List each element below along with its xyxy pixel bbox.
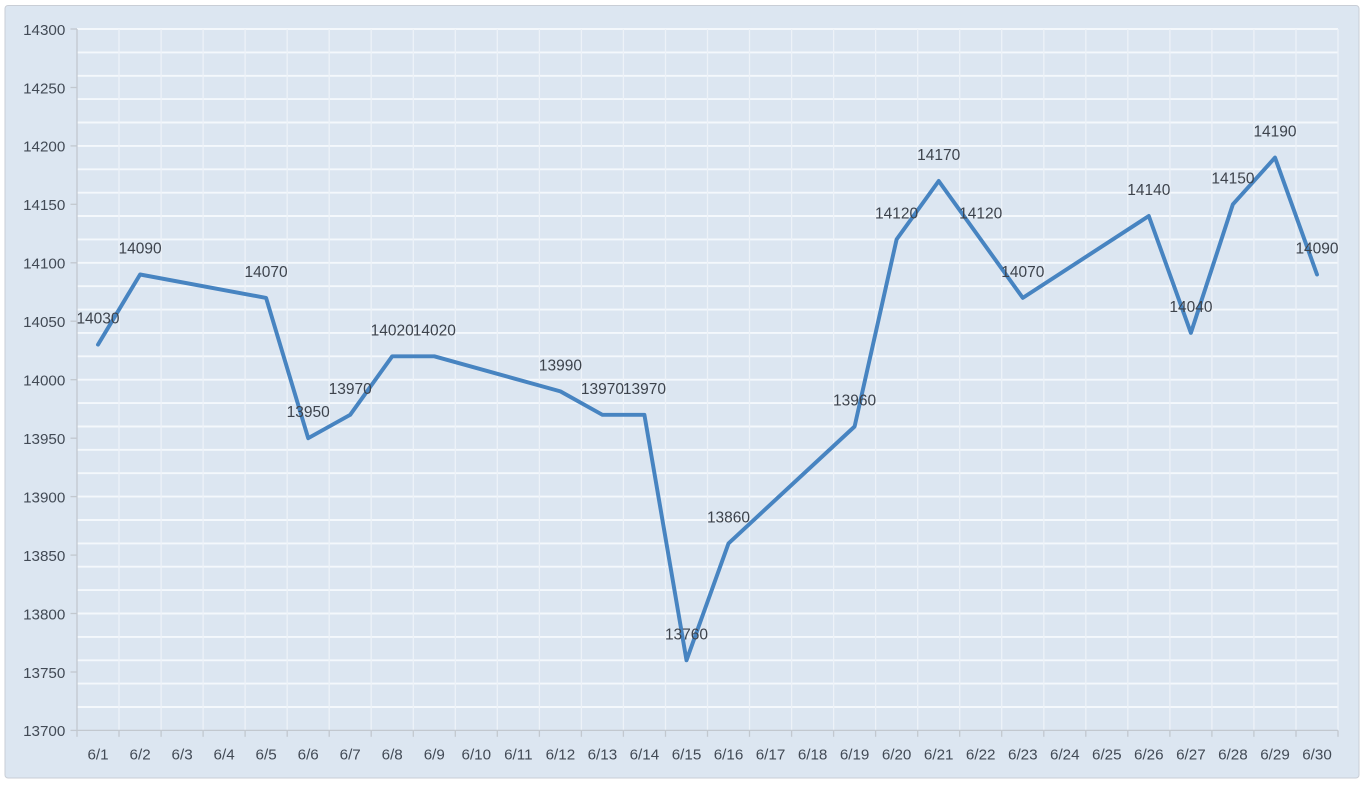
svg-text:14100: 14100 [23, 256, 65, 273]
svg-text:6/20: 6/20 [882, 747, 912, 764]
svg-text:6/29: 6/29 [1260, 747, 1290, 764]
svg-text:6/10: 6/10 [462, 747, 492, 764]
svg-text:13750: 13750 [23, 665, 65, 682]
svg-text:14120: 14120 [959, 205, 1002, 222]
svg-text:13970: 13970 [329, 381, 372, 398]
svg-text:6/3: 6/3 [172, 747, 193, 764]
svg-text:13700: 13700 [23, 723, 65, 740]
svg-text:14300: 14300 [23, 22, 65, 39]
svg-text:13950: 13950 [287, 404, 330, 421]
svg-text:14140: 14140 [1127, 182, 1170, 199]
svg-text:6/14: 6/14 [630, 747, 660, 764]
svg-text:6/24: 6/24 [1050, 747, 1080, 764]
svg-text:6/28: 6/28 [1218, 747, 1248, 764]
svg-text:6/2: 6/2 [130, 747, 151, 764]
svg-text:14090: 14090 [1295, 241, 1338, 258]
svg-text:6/9: 6/9 [424, 747, 445, 764]
svg-text:6/21: 6/21 [924, 747, 954, 764]
svg-text:14020: 14020 [371, 322, 414, 339]
svg-text:6/22: 6/22 [966, 747, 996, 764]
svg-text:6/19: 6/19 [840, 747, 870, 764]
svg-text:14040: 14040 [1169, 299, 1212, 316]
svg-text:6/11: 6/11 [504, 747, 532, 764]
svg-text:6/26: 6/26 [1134, 747, 1164, 764]
svg-text:13990: 13990 [539, 357, 582, 374]
svg-text:14200: 14200 [23, 139, 65, 156]
svg-text:13970: 13970 [623, 381, 666, 398]
svg-text:14150: 14150 [1211, 170, 1254, 187]
svg-text:6/16: 6/16 [714, 747, 744, 764]
svg-text:14150: 14150 [23, 197, 65, 214]
svg-text:6/5: 6/5 [256, 747, 277, 764]
svg-text:6/15: 6/15 [672, 747, 702, 764]
svg-text:14070: 14070 [1001, 264, 1044, 281]
svg-text:14070: 14070 [245, 264, 288, 281]
svg-text:14050: 14050 [23, 314, 65, 331]
svg-text:14250: 14250 [23, 80, 65, 97]
svg-text:13950: 13950 [23, 431, 65, 448]
svg-text:13850: 13850 [23, 548, 65, 565]
svg-text:13970: 13970 [581, 381, 624, 398]
svg-text:6/17: 6/17 [756, 747, 786, 764]
svg-text:14170: 14170 [917, 147, 960, 164]
svg-text:14000: 14000 [23, 373, 65, 390]
svg-text:6/25: 6/25 [1092, 747, 1122, 764]
svg-text:6/7: 6/7 [340, 747, 361, 764]
svg-text:6/6: 6/6 [298, 747, 319, 764]
svg-text:6/30: 6/30 [1302, 747, 1332, 764]
svg-text:6/1: 6/1 [87, 747, 108, 764]
svg-text:6/13: 6/13 [588, 747, 618, 764]
svg-text:13800: 13800 [23, 606, 65, 623]
svg-text:14190: 14190 [1253, 124, 1296, 141]
svg-text:6/8: 6/8 [382, 747, 403, 764]
svg-text:6/27: 6/27 [1176, 747, 1206, 764]
svg-text:14090: 14090 [119, 241, 162, 258]
svg-text:14120: 14120 [875, 205, 918, 222]
svg-text:6/12: 6/12 [546, 747, 576, 764]
svg-text:14020: 14020 [413, 322, 456, 339]
svg-text:13960: 13960 [833, 393, 876, 410]
svg-text:13860: 13860 [707, 509, 750, 526]
svg-text:13900: 13900 [23, 489, 65, 506]
svg-text:6/4: 6/4 [214, 747, 235, 764]
svg-text:14030: 14030 [76, 311, 119, 328]
svg-text:6/23: 6/23 [1008, 747, 1038, 764]
svg-text:13760: 13760 [665, 626, 708, 643]
svg-text:6/18: 6/18 [798, 747, 828, 764]
